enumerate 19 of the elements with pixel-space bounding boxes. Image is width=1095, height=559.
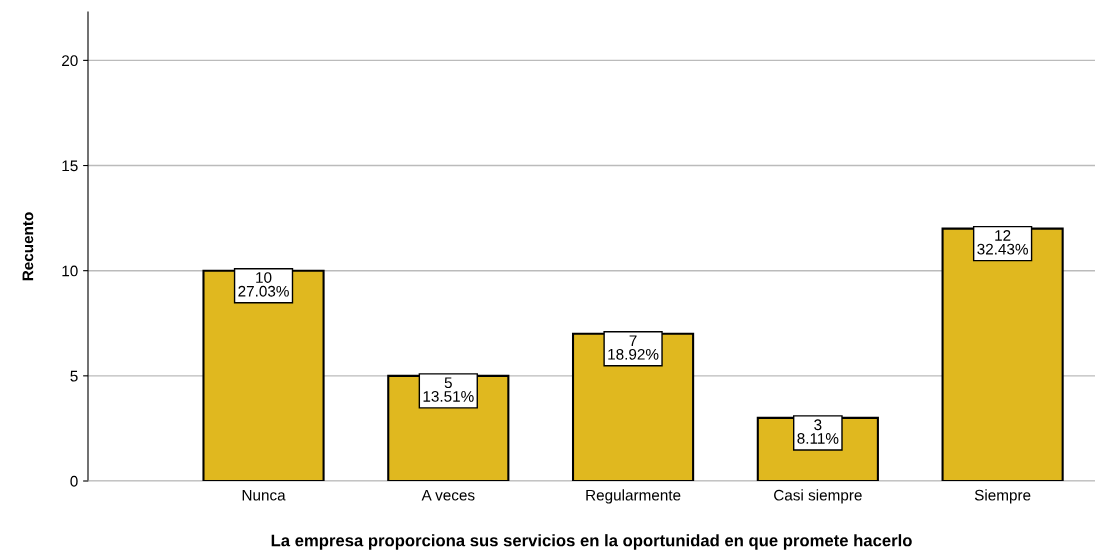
y-axis-title: Recuento — [22, 212, 34, 281]
data-label: 7 18.92% — [608, 335, 659, 360]
y-tick-label: 20 — [62, 55, 78, 67]
y-tick-label: 0 — [70, 475, 78, 487]
data-label: 3 8.11% — [797, 419, 839, 444]
bar — [941, 227, 1064, 481]
x-tick-label: Nunca — [242, 489, 286, 501]
x-tick-label: Casi siempre — [774, 489, 862, 504]
x-tick-label: Regularmente — [586, 489, 681, 504]
y-tick-label: 15 — [62, 160, 78, 172]
data-label: 10 27.03% — [238, 272, 289, 297]
y-tick-label: 10 — [62, 265, 78, 277]
data-label: 5 13.51% — [423, 377, 474, 402]
x-axis-title: La empresa proporciona sus servicios en la oportunidad en que promete hacerlo — [271, 534, 912, 550]
x-tick-label: A veces — [421, 489, 475, 501]
x-tick-label: Siempre — [974, 489, 1031, 504]
data-label: 12 32.43% — [977, 230, 1028, 255]
bar — [202, 269, 325, 481]
y-tick-label: 5 — [70, 370, 78, 382]
